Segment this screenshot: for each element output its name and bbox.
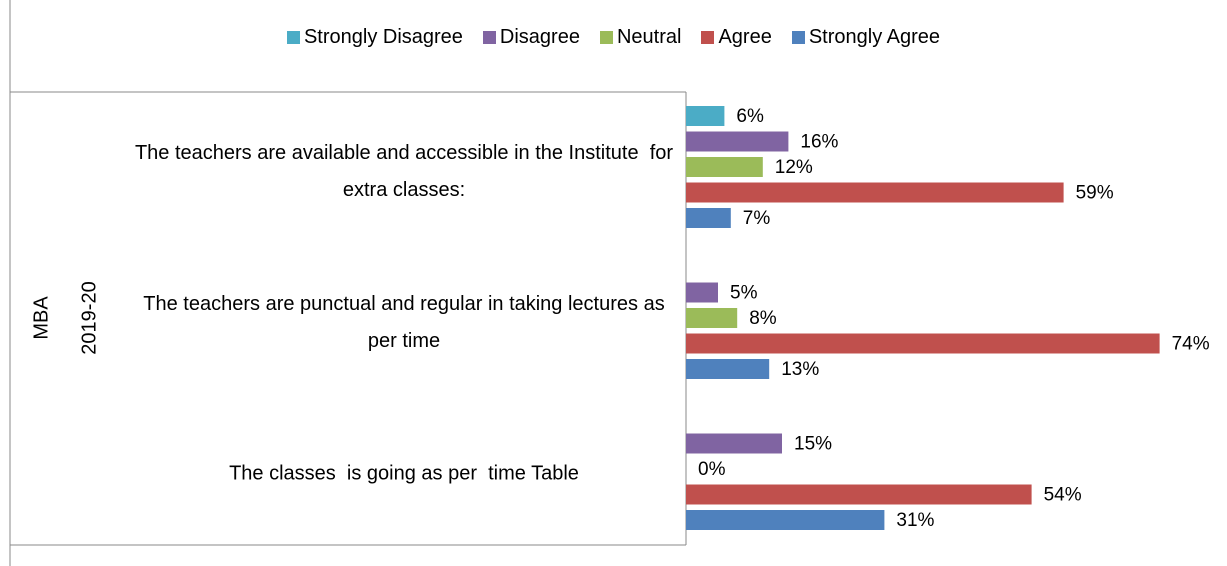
bar [686, 106, 725, 126]
group-label: 2019-20 [78, 281, 100, 354]
legend-swatch [482, 31, 496, 44]
data-label: 74% [1172, 334, 1210, 355]
data-label: 54% [1044, 485, 1082, 506]
legend-item: Disagree [482, 26, 580, 49]
data-label: 0% [698, 459, 726, 480]
data-label: 12% [775, 157, 813, 178]
bar [686, 308, 738, 328]
group-label: MBA [30, 296, 52, 340]
category-label: The teachers are punctual and regular in… [143, 292, 671, 352]
legend-swatch [701, 31, 715, 44]
bar [686, 282, 718, 303]
data-label: 59% [1076, 183, 1114, 204]
legend-label: Neutral [616, 26, 682, 48]
legend-swatch [791, 31, 805, 44]
legend-swatch [599, 31, 613, 44]
legend-label: Strongly Disagree [303, 26, 463, 48]
data-label: 16% [800, 132, 838, 153]
legend-item: Neutral [599, 26, 682, 49]
data-label: 7% [743, 208, 771, 229]
legend: Strongly Disagree Disagree Neutral Agree Str… [0, 26, 1227, 49]
data-label: 31% [896, 510, 934, 531]
data-label: 15% [794, 434, 832, 455]
data-label: 6% [736, 106, 764, 127]
bar [686, 433, 782, 454]
category-label: The teachers are available and accessibl… [134, 141, 679, 201]
legend-item: Strongly Disagree [286, 26, 463, 49]
bar [686, 333, 1160, 354]
bar [686, 182, 1064, 203]
bar [686, 510, 885, 530]
legend-label: Strongly Agree [808, 26, 941, 48]
data-label: 5% [730, 283, 758, 304]
bar [686, 131, 789, 152]
legend-swatch [286, 31, 300, 44]
legend-label: Disagree [499, 26, 580, 48]
bar [686, 208, 731, 228]
data-label: 8% [749, 308, 777, 329]
bar [686, 484, 1032, 505]
legend-item: Strongly Agree [791, 26, 941, 49]
category-label: The classes is going as per time Table [229, 462, 579, 484]
bar [686, 157, 763, 177]
legend-item: Agree [701, 26, 772, 49]
bar [686, 359, 770, 379]
data-label: 13% [781, 359, 819, 380]
legend-label: Agree [718, 26, 772, 48]
